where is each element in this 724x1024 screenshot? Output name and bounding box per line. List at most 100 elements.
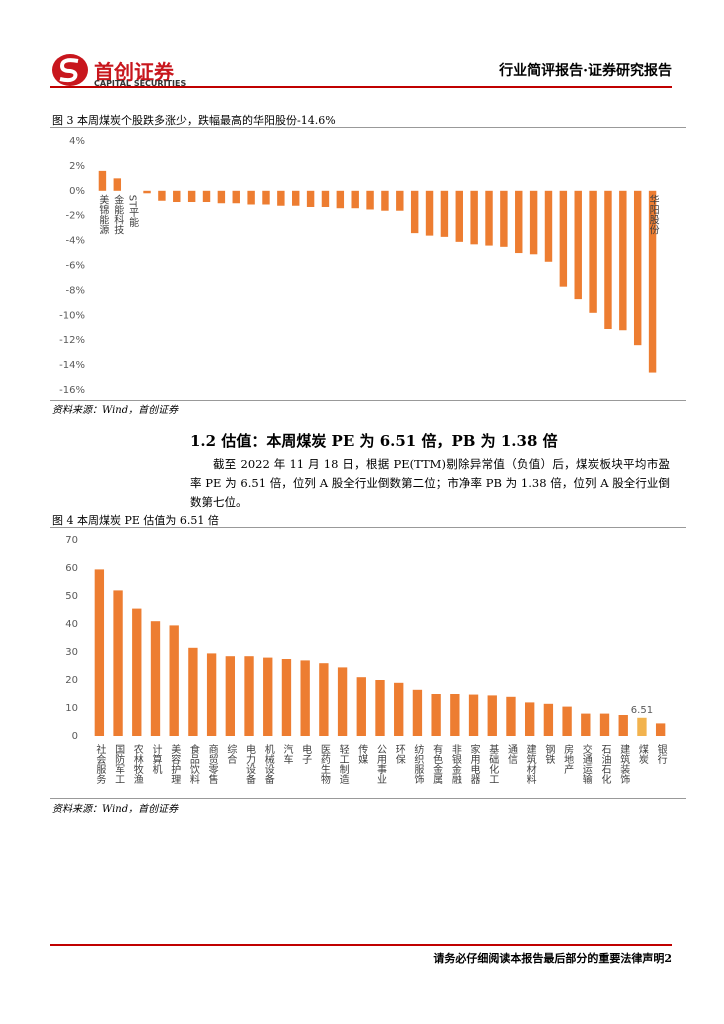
logo-mark	[52, 54, 88, 86]
bar	[336, 190, 345, 209]
bar	[655, 723, 666, 736]
bar	[232, 190, 240, 204]
x-tick-label: 有色金属	[431, 743, 443, 785]
y-tick-label: -2%	[66, 211, 85, 222]
bar	[375, 680, 385, 736]
x-tick-label: 商贸零售	[206, 743, 218, 785]
bar	[319, 663, 329, 736]
bar	[98, 170, 107, 191]
x-tick-label: 家用电器	[468, 743, 480, 785]
bar	[94, 569, 105, 736]
bar	[169, 625, 179, 736]
bar	[487, 695, 497, 736]
x-tick-label: 建筑材料	[524, 743, 536, 785]
bar	[618, 715, 628, 736]
logo-text: 首创证券	[94, 60, 174, 84]
bar	[470, 190, 478, 245]
x-tick-label: 交通运输	[580, 743, 592, 785]
footer-text: 请务必仔细阅读本报告最后部分的重要法律声明2	[433, 952, 672, 965]
bar	[381, 190, 389, 211]
bar	[543, 703, 554, 736]
chart: 4% 2% 0% -2% -4% -6% -8% -10% -12% -14% -16% 美锦能源 金能…	[59, 136, 659, 396]
x-tick-label: 银行	[655, 743, 667, 765]
bar	[292, 190, 300, 206]
y-tick-label: 10	[65, 703, 78, 714]
bar	[455, 190, 463, 242]
bar	[394, 682, 404, 736]
bar	[410, 190, 419, 234]
bar	[431, 694, 441, 736]
bar	[187, 190, 196, 203]
bar	[574, 190, 582, 300]
chart: 0 10 20 30 40 50 60 70 社会服务 国防军工 农林牧渔 计算机 美容护理 食品饮料 商贸…	[65, 535, 667, 785]
x-tick-label: 金能科技	[112, 194, 124, 236]
bar	[515, 190, 523, 254]
section-heading: 1.2 估值：本周煤炭 PE 为 6.51 倍，PB 为 1.38 倍	[190, 432, 558, 450]
bar	[356, 677, 366, 736]
x-tick-label: 电力设备	[244, 743, 256, 785]
y-tick-label: 4%	[69, 136, 85, 147]
x-tick-label: 汽车	[281, 743, 293, 765]
bar	[132, 608, 142, 736]
bar	[648, 190, 657, 373]
bar	[351, 190, 359, 209]
x-tick-label: 纺织服饰	[412, 743, 424, 785]
footer-rule	[50, 944, 672, 946]
x-tick-label: 电子	[300, 743, 312, 764]
x-tick-label: 公用事业	[375, 744, 387, 784]
bar	[604, 190, 612, 329]
x-tick-label: 通信	[505, 744, 517, 765]
bar	[412, 689, 423, 736]
bar	[366, 190, 374, 210]
y-tick-label: 2%	[69, 161, 85, 172]
bar	[217, 190, 226, 204]
bar	[244, 656, 254, 736]
x-tick-label: 钢铁	[543, 743, 555, 765]
bar	[589, 190, 597, 313]
y-tick-label: 30	[65, 647, 78, 658]
bar	[500, 190, 508, 247]
x-tick-label: ST平能	[127, 195, 139, 228]
y-tick-label: -4%	[66, 236, 85, 247]
bar	[277, 190, 285, 206]
bar	[468, 694, 479, 736]
figure-caption: 图 3 本周煤炭个股跌多涨少，跌幅最高的华阳股份-14.6%	[52, 114, 336, 127]
x-tick-label: 基础化工	[487, 743, 499, 784]
bar	[247, 190, 255, 205]
x-tick-label: 华阳股份	[647, 194, 659, 236]
x-tick-label: 综合	[225, 743, 237, 765]
bar	[306, 190, 315, 207]
bar	[599, 713, 610, 736]
bar	[263, 657, 273, 736]
bar	[450, 694, 460, 736]
bar	[206, 653, 217, 736]
x-tick-label: 房地产	[562, 743, 574, 775]
bar	[562, 706, 572, 736]
y-tick-label: 40	[65, 619, 78, 630]
y-tick-label: -16%	[59, 385, 85, 396]
bar	[281, 659, 292, 736]
data-label: 6.51	[631, 705, 653, 716]
y-tick-label: -8%	[66, 285, 85, 296]
y-tick-label: 20	[65, 675, 78, 686]
x-tick-label: 国防军工	[113, 744, 125, 784]
x-tick-label: 机械设备	[262, 743, 274, 785]
bar	[529, 190, 538, 255]
y-tick-label: -12%	[59, 335, 85, 346]
bar	[425, 190, 434, 236]
y-tick-label: 70	[65, 535, 78, 546]
figure-frame	[50, 527, 686, 799]
x-tick-label: 煤炭	[636, 743, 648, 765]
bar	[633, 190, 642, 346]
x-tick-label: 农林牧渔	[131, 743, 143, 785]
bar	[158, 190, 166, 201]
x-tick-label: 医药生物	[318, 744, 330, 785]
bar	[143, 190, 151, 194]
report-type: 行业简评报告·证券研究报告	[499, 63, 672, 79]
y-tick-label: 0	[72, 731, 78, 742]
x-tick-label: 食品饮料	[187, 743, 199, 785]
bar	[202, 190, 211, 203]
figure-source: 资料来源：Wind，首创证券	[52, 405, 179, 416]
logo-english: CAPITAL SECURITIES	[94, 79, 187, 88]
